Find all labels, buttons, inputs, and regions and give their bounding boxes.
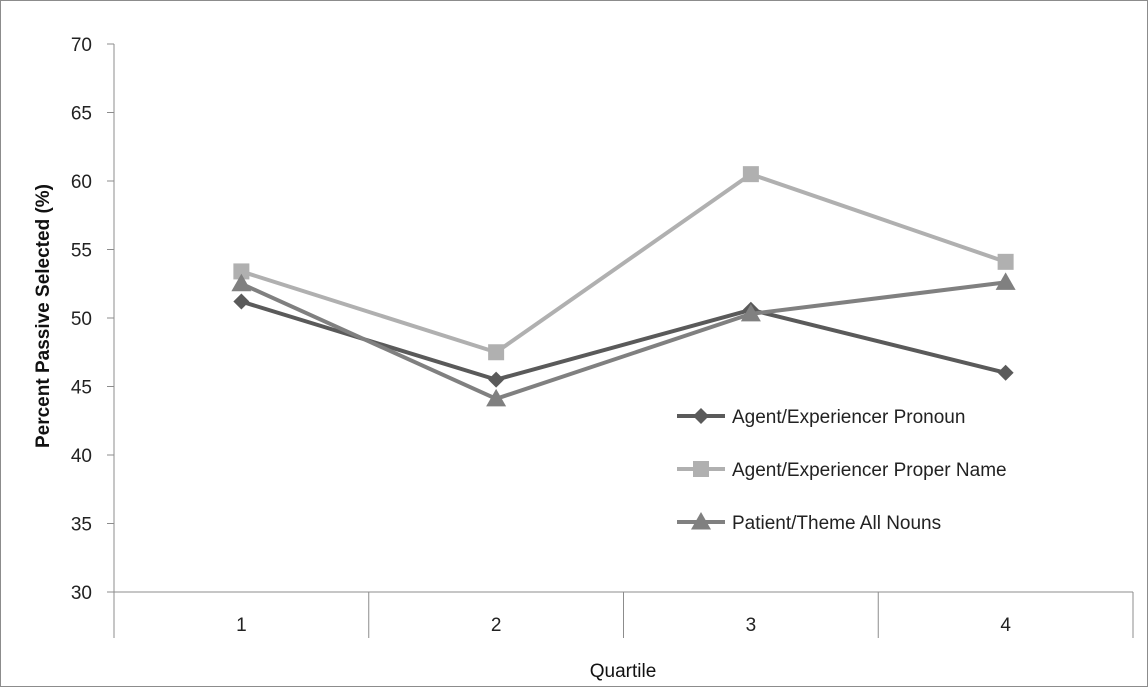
data-point [488,344,505,361]
data-point [486,388,507,407]
legend-label: Agent/Experiencer Proper Name [732,460,1007,481]
legend-item: Patient/Theme All Nouns [677,512,941,534]
data-point [997,364,1014,381]
x-axis-ticks: 1 2 3 4 [113,592,1134,638]
legend-label: Agent/Experiencer Pronoun [732,407,965,428]
legend-swatch-marker [691,512,711,530]
y-axis-ticks: 30 35 40 45 50 55 60 65 70 [71,35,114,604]
legend-item: Agent/Experiencer Proper Name [677,460,1007,481]
series-line [240,299,1007,382]
y-tick-label: 60 [71,172,92,193]
y-tick-label: 65 [71,104,92,125]
series-2 [233,166,1014,361]
data-point [231,273,252,292]
y-axis-title: Percent Passive Selected (%) [33,184,54,448]
y-tick-label: 50 [71,309,92,330]
y-tick-label: 40 [71,446,92,467]
data-point [233,293,250,310]
legend-label: Patient/Theme All Nouns [732,513,941,534]
data-point [740,303,761,322]
x-axis-title: Quartile [590,661,657,682]
series-3 [231,272,1016,407]
legend-swatch-marker [693,408,709,424]
y-tick-label: 35 [71,515,92,536]
y-tick-label: 45 [71,378,92,399]
y-tick-label: 70 [71,35,92,56]
data-point [995,272,1016,290]
y-tick-label: 30 [71,583,92,604]
legend-item: Agent/Experiencer Pronoun [677,407,965,428]
data-point [233,263,250,280]
x-tick-label: 3 [746,615,757,636]
y-tick-label: 55 [71,241,92,262]
x-tick-label: 4 [1000,615,1011,636]
data-point [997,253,1014,270]
x-tick-label: 2 [491,615,502,636]
x-tick-label: 1 [236,615,247,636]
legend: Agent/Experiencer Pronoun Agent/Experienc… [677,407,1007,534]
series-line [240,172,1007,355]
data-point [742,166,759,183]
legend-swatch-marker [693,461,709,477]
series-line [240,280,1006,401]
series-layer [231,166,1016,407]
data-point [488,371,505,388]
